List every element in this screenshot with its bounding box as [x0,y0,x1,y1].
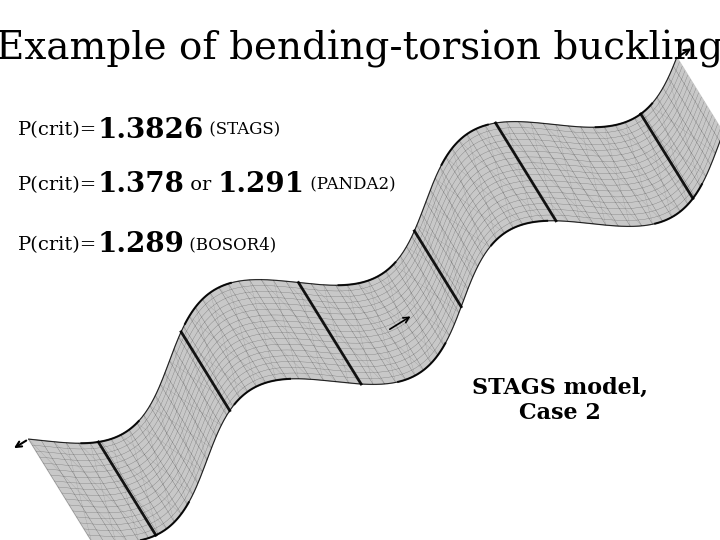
Text: or: or [184,176,217,194]
Text: (BOSOR4): (BOSOR4) [184,237,276,253]
Text: (STAGS): (STAGS) [204,122,280,138]
Text: P(crit)=: P(crit)= [18,176,97,194]
Text: (PANDA2): (PANDA2) [305,177,395,193]
Text: P(crit)=: P(crit)= [18,236,97,254]
Text: STAGS model,
Case 2: STAGS model, Case 2 [472,376,648,424]
Text: 1.291: 1.291 [217,172,305,199]
Text: 1.378: 1.378 [97,172,184,199]
Text: 1.289: 1.289 [97,232,184,259]
Text: P(crit)=: P(crit)= [18,121,97,139]
Text: 1.3826: 1.3826 [97,117,204,144]
Text: Example of bending-torsion buckling: Example of bending-torsion buckling [0,30,720,68]
Polygon shape [29,57,720,540]
